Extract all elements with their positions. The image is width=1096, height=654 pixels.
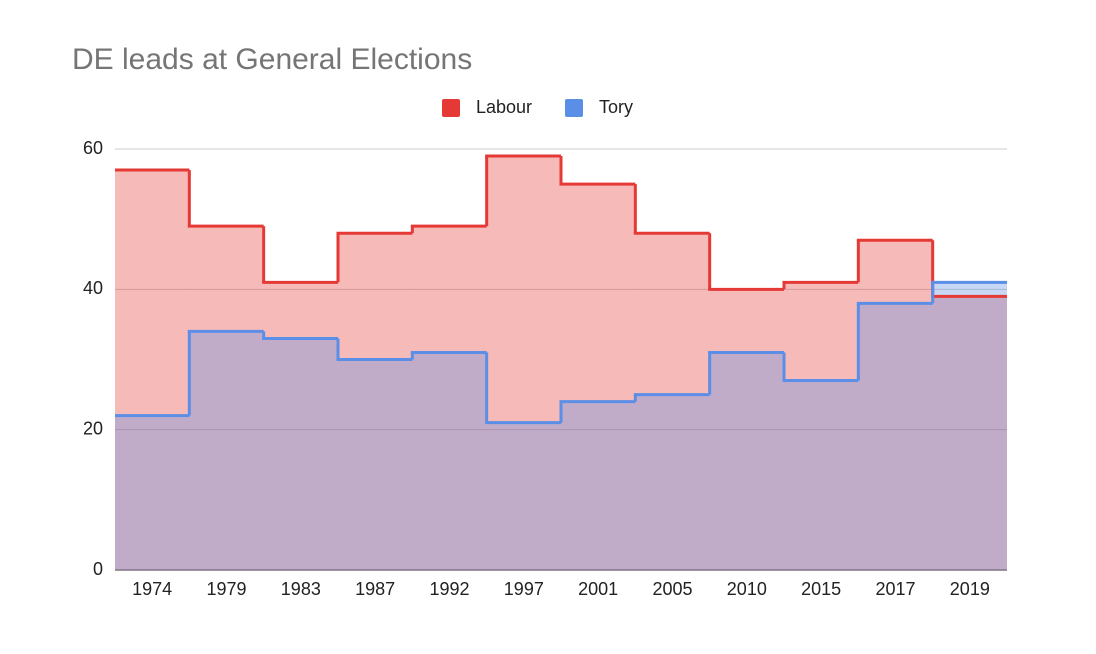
legend-label: Labour bbox=[476, 97, 532, 117]
y-tick-label: 40 bbox=[83, 278, 103, 298]
area-band bbox=[635, 233, 710, 570]
x-tick-label: 2019 bbox=[950, 579, 990, 599]
x-tick-label: 2017 bbox=[875, 579, 915, 599]
area-band bbox=[784, 380, 859, 570]
area-band bbox=[115, 415, 190, 570]
x-tick-label: 2001 bbox=[578, 579, 618, 599]
x-tick-label: 1979 bbox=[206, 579, 246, 599]
area-band bbox=[858, 240, 933, 570]
x-tick-label: 1983 bbox=[281, 579, 321, 599]
area-band bbox=[338, 359, 413, 570]
area-band bbox=[189, 226, 264, 570]
area-band bbox=[412, 226, 487, 570]
area-band bbox=[932, 282, 1007, 570]
x-tick-label: 1992 bbox=[429, 579, 469, 599]
area-band bbox=[115, 170, 190, 571]
x-tick-label: 1997 bbox=[504, 579, 544, 599]
x-tick-label: 2010 bbox=[727, 579, 767, 599]
area-band bbox=[189, 331, 264, 570]
area-band bbox=[709, 289, 784, 570]
x-tick-label: 1987 bbox=[355, 579, 395, 599]
area-band bbox=[932, 296, 1007, 570]
area-band bbox=[412, 352, 487, 570]
area-band bbox=[263, 282, 338, 570]
area-band bbox=[263, 338, 338, 570]
area-band bbox=[561, 184, 636, 571]
area-band bbox=[858, 303, 933, 570]
area-band bbox=[338, 233, 413, 570]
legend-swatch bbox=[442, 99, 460, 117]
x-tick-label: 1974 bbox=[132, 579, 172, 599]
area-band bbox=[784, 282, 859, 570]
y-tick-label: 20 bbox=[83, 418, 103, 438]
y-tick-label: 0 bbox=[93, 559, 103, 579]
x-tick-label: 2005 bbox=[652, 579, 692, 599]
area-band bbox=[486, 156, 561, 570]
x-tick-label: 2015 bbox=[801, 579, 841, 599]
area-band bbox=[635, 394, 710, 570]
area-band bbox=[561, 401, 636, 570]
legend-label: Tory bbox=[599, 97, 633, 117]
area-band bbox=[486, 422, 561, 570]
area-band bbox=[709, 352, 784, 570]
chart-title: DE leads at General Elections bbox=[72, 43, 472, 76]
y-tick-label: 60 bbox=[83, 138, 103, 158]
legend-swatch bbox=[565, 99, 583, 117]
